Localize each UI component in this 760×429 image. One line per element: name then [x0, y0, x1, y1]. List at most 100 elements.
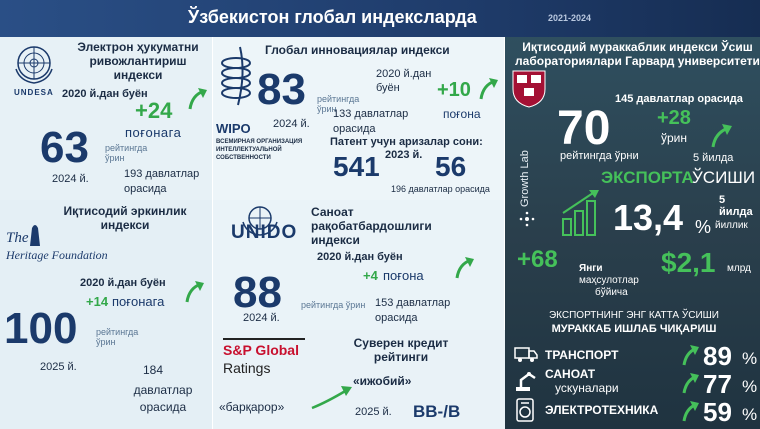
export-unit: йиллик [715, 220, 748, 231]
unido-since: 2020 й.дан буён [317, 251, 403, 263]
undesa-rank-label: рейтингда ўрин [105, 143, 148, 163]
new-products-unit: млрд [727, 263, 751, 274]
sp-outlook: «ижобий» [353, 374, 412, 388]
harvard-shield-icon [512, 70, 546, 108]
item-pct: % [742, 405, 758, 424]
unido-up-arrow-icon [455, 257, 474, 279]
sp-year: 2025 й. [355, 406, 392, 418]
item-value: 59 [703, 397, 732, 427]
heritage-panel: The Heritage Foundation Иқтисодий эркинл… [0, 200, 213, 429]
new-products-label-b: маҳсулотлар [579, 275, 639, 286]
heritage-year: 2025 й. [40, 361, 77, 373]
up-arrow-icon [682, 345, 699, 366]
un-emblem-icon [15, 46, 53, 84]
page-title: Ўзбекистон глобал индексларда [188, 7, 477, 27]
wipo-rank: 83 [257, 65, 306, 114]
up-arrow-icon [682, 401, 699, 422]
harvard-rank-label: рейтингда ўрни [560, 150, 639, 162]
export-title-b: ЎСИШИ [692, 168, 756, 187]
unido-gain: +4 [363, 268, 378, 283]
growth-title-a: ЭКСПОРТНИНГ ЭНГ КАТТА ЎСИШИ [548, 310, 719, 321]
sp-panel: S&P Global Ratings Суверен кредит рейтин… [213, 330, 505, 429]
harvard-rank: 70 [557, 102, 611, 155]
undesa-gain: +24 [135, 98, 173, 123]
harvard-up-arrow-icon [711, 124, 732, 148]
undesa-total: 193 давлатлар орасида [124, 168, 200, 195]
truck-icon [514, 347, 538, 362]
wipo-patent-count-a: 541 [333, 151, 380, 182]
sp-rating: BB-/B [413, 402, 461, 421]
unido-logo-text: UNIDO [231, 222, 298, 243]
harvard-panel: Иқтисодий мураккаблик индекси Ўсиш лабор… [505, 37, 760, 429]
sp-logo-line1: S&P Global [223, 342, 299, 358]
up-arrow-icon [682, 373, 699, 394]
wipo-emblem-icon [221, 46, 251, 106]
list-item: ТРАНСПОРТ 89 % [505, 341, 760, 371]
heritage-total-num: 184 [143, 363, 164, 377]
wipo-org-name: ВСЕМИРНАЯ ОРГАНИЗАЦИЯ ИНТЕЛЛЕКТУАЛЬНОЙ С… [216, 139, 303, 161]
heritage-gain-unit: поғонага [112, 294, 165, 309]
heritage-logo-line1: The [6, 230, 29, 246]
undesa-logo-text: UNDESA [14, 88, 54, 97]
heritage-rank-label: рейтингда ўрин [96, 327, 139, 347]
wipo-patent-year: 2023 й. [385, 149, 423, 161]
item-value: 89 [703, 341, 732, 371]
item-label: ТРАНСПОРТ [545, 348, 619, 362]
new-products-value: $2,1 [661, 247, 716, 278]
wipo-total: 133 давлатлар орасида [333, 108, 409, 135]
heritage-rank: 100 [4, 304, 78, 353]
growth-bars-icon [562, 190, 599, 236]
heritage-total-label: давлатлар орасида [133, 383, 193, 414]
wipo-title: Глобал инновациялар индекси [265, 43, 450, 57]
growth-title-b: МУРАККАБ ИШЛАБ ЧИҚАРИШ [551, 323, 717, 335]
harvard-gain: +28 [657, 107, 691, 129]
wipo-rank-label: рейтингда ўрин [317, 94, 360, 114]
sp-logo-rule [223, 338, 305, 340]
undesa-gain-unit: поғонага [125, 125, 182, 140]
wipo-patent-count-b: 56 [435, 151, 467, 182]
heritage-since: 2020 й.дан буён [80, 277, 166, 289]
growth-lab-icon [519, 211, 535, 227]
undesa-up-arrow-icon [188, 88, 207, 110]
unido-title: Саноат рақобатбардошлиги индекси [311, 205, 432, 247]
list-item: САНОАТ ускуналари 77 % [505, 367, 760, 399]
item-value: 77 [703, 369, 732, 399]
sp-logo-line2: Ratings [223, 360, 271, 376]
bell-icon [30, 225, 40, 246]
undesa-title: Электрон ҳукуматни ривожлантириш индекси [77, 40, 199, 82]
item-label: ЭЛЕКТРОТЕХНИКА [545, 403, 659, 417]
wipo-gain: +10 [437, 79, 471, 101]
heritage-logo-line2: Heritage Foundation [6, 248, 108, 262]
heritage-gain: +14 [86, 294, 109, 309]
unido-rank-label: рейтингда ўрин [301, 300, 366, 310]
export-period: 5 йилда [719, 194, 753, 218]
export-title-a: ЭКСПОРТА [601, 168, 694, 187]
list-item: ЭЛЕКТРОТЕХНИКА 59 % [505, 395, 760, 427]
sp-title: Суверен кредит рейтинги [353, 336, 449, 364]
wipo-logo-text: WIPO [216, 121, 251, 136]
wipo-year: 2024 й. [273, 118, 310, 130]
undesa-panel: UNDESA Электрон ҳукуматни ривожлантириш … [0, 37, 213, 200]
export-pct: % [695, 217, 712, 237]
wipo-up-arrow-icon [479, 78, 498, 100]
sp-stable: «барқарор» [219, 400, 285, 414]
item-pct: % [742, 349, 758, 368]
wipo-panel: WIPO ВСЕМИРНАЯ ОРГАНИЗАЦИЯ ИНТЕЛЛЕКТУАЛЬ… [213, 37, 505, 200]
harvard-total: 145 давлатлар орасида [615, 93, 743, 105]
new-products-label-a: Янги [579, 263, 603, 274]
unido-gain-unit: поғона [383, 268, 424, 283]
heritage-up-arrow-icon [185, 281, 204, 303]
unido-emblem-icon [242, 206, 278, 236]
item-label: САНОАТ [545, 367, 596, 381]
header-bar: Ўзбекистон глобал индексларда 2021-2024 [0, 0, 760, 37]
harvard-gain-period: 5 йилда [693, 152, 734, 164]
wipo-patent-note: 196 давлатлар орасида [391, 184, 490, 194]
wipo-patent-label: Патент учун аризалар сони: [330, 136, 483, 148]
new-products-count: +68 [517, 246, 558, 273]
undesa-rank: 63 [40, 123, 89, 172]
unido-rank: 88 [233, 268, 282, 317]
harvard-gain-unit: ўрин [661, 131, 688, 145]
heritage-title: Иқтисодий эркинлик индекси [63, 204, 187, 232]
harvard-title: Иқтисодий мураккаблик индекси Ўсиш лабор… [515, 40, 760, 68]
new-products-label-c: бўйича [595, 287, 628, 298]
